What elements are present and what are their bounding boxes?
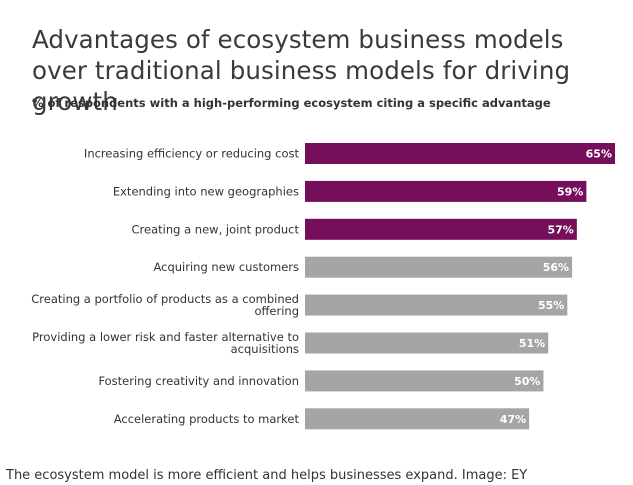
value-label-8: 47% bbox=[500, 413, 526, 426]
category-label-3: Creating a new, joint product bbox=[132, 222, 300, 236]
value-label-1: 65% bbox=[586, 148, 612, 161]
value-label-3: 57% bbox=[548, 223, 574, 236]
bar-1 bbox=[305, 143, 615, 164]
category-label-2: Extending into new geographies bbox=[113, 184, 299, 198]
category-label-7: Fostering creativity and innovation bbox=[98, 374, 299, 388]
bar-7 bbox=[305, 370, 544, 392]
category-label-5: Creating a portfolio of products as a co… bbox=[31, 292, 299, 318]
image-caption: The ecosystem model is more efficient an… bbox=[6, 468, 528, 483]
value-label-5: 55% bbox=[538, 299, 564, 312]
value-label-6: 51% bbox=[519, 337, 545, 350]
bar-chart: 65% Increasing efficiency or reducing cos… bbox=[31, 143, 615, 430]
bar-6 bbox=[305, 332, 549, 354]
bar-2 bbox=[305, 180, 587, 202]
category-label-1: Increasing efficiency or reducing cost bbox=[84, 147, 300, 161]
value-label-7: 50% bbox=[514, 375, 540, 388]
bar-3 bbox=[305, 218, 577, 240]
category-label-4: Acquiring new customers bbox=[153, 260, 299, 274]
chart-subtitle: % of respondents with a high-performing … bbox=[32, 96, 551, 110]
value-label-4: 56% bbox=[543, 261, 569, 274]
bar-4 bbox=[305, 256, 573, 278]
category-label-8: Accelerating products to market bbox=[114, 412, 300, 426]
bar-5 bbox=[305, 294, 568, 316]
bar-8 bbox=[305, 408, 530, 430]
category-label-6: Providing a lower risk and faster altern… bbox=[32, 330, 299, 356]
value-label-2: 59% bbox=[557, 185, 583, 198]
chart-title: Advantages of ecosystem business models … bbox=[32, 25, 571, 116]
